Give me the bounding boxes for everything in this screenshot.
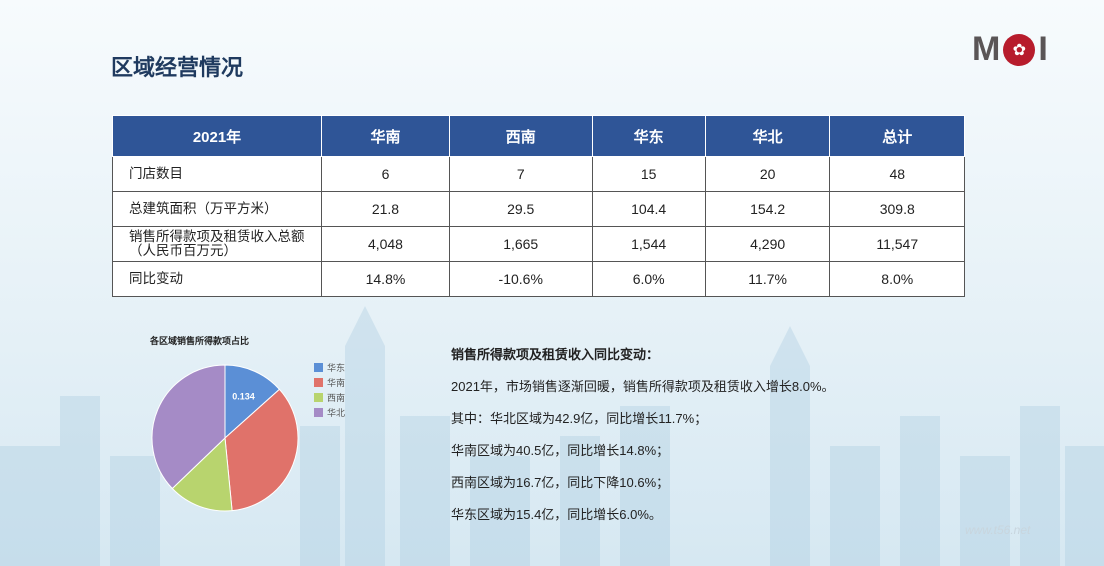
legend-item: 华南 bbox=[314, 375, 345, 390]
flower-logo-icon: ✿ bbox=[1003, 33, 1036, 66]
row-label: 门店数目 bbox=[112, 156, 322, 192]
legend-item: 华北 bbox=[314, 405, 345, 420]
table-cell: 7 bbox=[448, 156, 593, 192]
table-cell: 11.7% bbox=[704, 261, 831, 297]
city-skyline-background bbox=[0, 306, 1104, 566]
summary-heading: 销售所得款项及租赁收入同比变动： bbox=[451, 347, 660, 362]
table-cell: 6.0% bbox=[591, 261, 706, 297]
table-cell: 14.8% bbox=[321, 261, 450, 297]
legend-label: 华东 bbox=[327, 363, 346, 373]
legend-swatch bbox=[314, 363, 323, 372]
table-cell: 8.0% bbox=[829, 261, 965, 297]
summary-line: 西南区域为16.7亿，同比下降10.6%； bbox=[451, 475, 670, 490]
pie-chart-title: 各区域销售所得款项占比 bbox=[150, 336, 250, 346]
pie-slice-0 bbox=[224, 364, 281, 440]
header-southwest: 西南 bbox=[448, 115, 593, 157]
row-label: 总建筑面积（万平方米） bbox=[112, 191, 322, 227]
table-cell: 104.4 bbox=[591, 191, 706, 227]
table-cell: -10.6% bbox=[448, 261, 593, 297]
table-row: 同比变动 14.8% -10.6% 6.0% 11.7% 8.0% bbox=[112, 261, 965, 297]
summary-line: 其中：华北区域为42.9亿，同比增长11.7%； bbox=[451, 411, 708, 426]
pie-slice-3 bbox=[151, 364, 226, 490]
pie-chart: 0.134 bbox=[151, 364, 299, 512]
table-header-row: 2021年 华南 西南 华东 华北 总计 bbox=[112, 115, 965, 157]
summary-line: 华南区域为40.5亿，同比增长14.8%； bbox=[451, 443, 670, 458]
table-cell: 20 bbox=[704, 156, 831, 192]
legend-label: 华南 bbox=[327, 378, 346, 388]
table-cell: 309.8 bbox=[829, 191, 965, 227]
table-cell: 29.5 bbox=[448, 191, 593, 227]
header-east-china: 华东 bbox=[591, 115, 706, 157]
table-cell: 1,544 bbox=[591, 226, 706, 262]
legend-swatch bbox=[314, 408, 323, 417]
table-row: 门店数目 6 7 15 20 48 bbox=[112, 156, 965, 192]
table-row: 总建筑面积（万平方米） 21.8 29.5 104.4 154.2 309.8 bbox=[112, 191, 965, 227]
table-cell: 48 bbox=[829, 156, 965, 192]
table-cell: 4,290 bbox=[704, 226, 831, 262]
legend-label: 西南 bbox=[327, 393, 346, 403]
table-row: 销售所得款项及租赁收入总额（人民币百万元） 4,048 1,665 1,544 4,29… bbox=[112, 226, 965, 262]
legend-label: 华北 bbox=[327, 408, 346, 418]
table-cell: 154.2 bbox=[704, 191, 831, 227]
legend-swatch bbox=[314, 378, 323, 387]
pie-legend: 华东 华南 西南 华北 bbox=[314, 360, 345, 420]
page-title: 区域经营情况 bbox=[111, 55, 244, 80]
pie-data-label: 0.134 bbox=[232, 392, 255, 402]
table-cell: 4,048 bbox=[321, 226, 450, 262]
regional-operations-table: 2021年 华南 西南 华东 华北 总计 门店数目 6 7 15 20 48 总建筑面积（万… bbox=[112, 115, 965, 297]
legend-swatch bbox=[314, 393, 323, 402]
summary-line: 华东区域为15.4亿，同比增长6.0%。 bbox=[451, 507, 662, 522]
header-north-china: 华北 bbox=[704, 115, 831, 157]
legend-item: 华东 bbox=[314, 360, 345, 375]
legend-item: 西南 bbox=[314, 390, 345, 405]
pie-slice-1 bbox=[224, 388, 299, 512]
header-total: 总计 bbox=[829, 115, 965, 157]
table-cell: 21.8 bbox=[321, 191, 450, 227]
header-south-china: 华南 bbox=[321, 115, 450, 157]
table-cell: 6 bbox=[321, 156, 450, 192]
watermark: www.t56.net bbox=[965, 523, 1031, 537]
table-cell: 11,547 bbox=[829, 226, 965, 262]
row-label: 销售所得款项及租赁收入总额（人民币百万元） bbox=[112, 226, 322, 262]
summary-line: 2021年，市场销售逐渐回暖，销售所得款项及租赁收入增长8.0%。 bbox=[451, 379, 835, 394]
header-year: 2021年 bbox=[112, 115, 322, 157]
row-label: 同比变动 bbox=[112, 261, 322, 297]
summary-text: 销售所得款项及租赁收入同比变动： 2021年，市场销售逐渐回暖，销售所得款项及租… bbox=[451, 339, 835, 531]
table-cell: 1,665 bbox=[448, 226, 593, 262]
table-cell: 15 bbox=[591, 156, 706, 192]
pie-slice-2 bbox=[171, 436, 233, 512]
company-logo: M ✿ I bbox=[972, 30, 1048, 68]
